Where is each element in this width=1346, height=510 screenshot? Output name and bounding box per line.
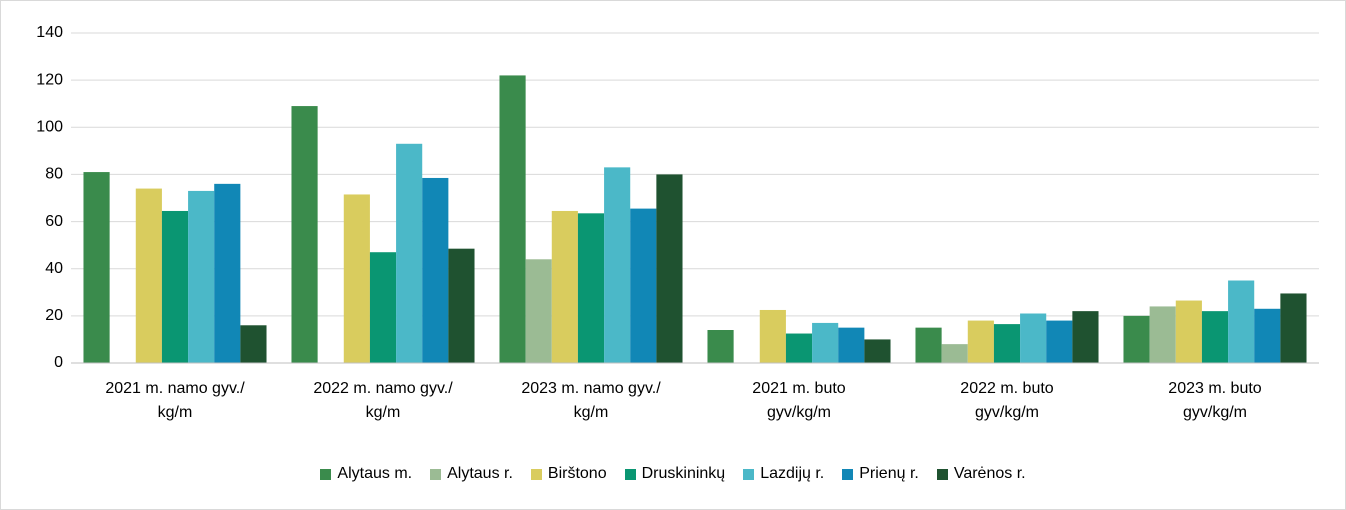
bar — [1020, 313, 1047, 363]
bar — [838, 327, 865, 363]
legend: Alytaus m. Alytaus r. Birštono Druskininkų L… — [1, 465, 1345, 483]
legend-item: Alytaus m. — [320, 465, 412, 483]
bar — [1149, 306, 1176, 363]
bar — [422, 177, 449, 363]
legend-swatch — [936, 468, 948, 480]
bar — [369, 252, 397, 363]
bar — [240, 325, 267, 363]
legend-swatch — [320, 468, 332, 480]
legend-label: Alytaus r. — [447, 465, 513, 482]
bar — [967, 320, 994, 363]
legend-item: Varėnos r. — [936, 465, 1026, 483]
legend-label: Alytaus m. — [337, 465, 413, 482]
legend-swatch — [842, 468, 854, 480]
bar — [1254, 308, 1281, 363]
y-tick-label: 140 — [36, 24, 63, 41]
bar — [759, 309, 786, 363]
x-tick-label: 2022 m. buto gyv/kg/m — [960, 380, 1054, 421]
bar — [448, 248, 475, 363]
bar — [577, 213, 605, 363]
bar — [915, 327, 942, 363]
bar — [291, 106, 318, 364]
bar — [656, 174, 683, 363]
bar — [993, 324, 1021, 363]
bar — [785, 333, 813, 363]
bar — [1201, 311, 1229, 363]
y-tick-label: 20 — [45, 307, 63, 324]
legend-label: Birštono — [547, 465, 607, 482]
bar — [604, 167, 631, 363]
bar — [1046, 320, 1073, 363]
y-tick-label: 80 — [45, 166, 63, 183]
x-tick-label: 2022 m. namo gyv./ kg/m — [313, 380, 453, 421]
y-tick-label: 120 — [36, 71, 63, 88]
legend-item: Birštono — [530, 465, 607, 483]
legend-item: Lazdijų r. — [743, 465, 824, 483]
x-tick-label: 2023 m. namo gyv./ kg/m — [521, 380, 661, 421]
bar — [551, 210, 578, 363]
x-tick-label: 2021 m. buto gyv/kg/m — [752, 380, 846, 421]
x-tick-label: 2023 m. buto gyv/kg/m — [1168, 380, 1262, 421]
bar — [1123, 315, 1150, 363]
y-tick-label: 100 — [36, 119, 63, 136]
x-tick-label: 2021 m. namo gyv./ kg/m — [105, 380, 245, 421]
y-tick-label: 60 — [45, 213, 63, 230]
legend-item: Prienų r. — [842, 465, 919, 483]
bar — [941, 344, 968, 363]
bar — [812, 322, 839, 363]
legend-label: Lazdijų r. — [760, 465, 825, 482]
legend-swatch — [430, 468, 442, 480]
bar — [630, 208, 657, 363]
y-tick-label: 0 — [54, 354, 63, 371]
legend-swatch — [624, 468, 636, 480]
legend-swatch — [530, 468, 542, 480]
legend-label: Varėnos r. — [953, 465, 1026, 482]
legend-item: Alytaus r. — [430, 465, 513, 483]
legend-swatch — [743, 468, 755, 480]
legend-label: Prienų r. — [859, 465, 919, 482]
bar — [1228, 280, 1255, 363]
bar — [343, 194, 370, 363]
bar — [135, 188, 162, 363]
legend-label: Druskininkų — [641, 465, 726, 482]
bar — [396, 143, 423, 363]
bar — [707, 330, 734, 363]
y-tick-label: 40 — [45, 260, 63, 277]
bar — [1072, 311, 1099, 363]
bar — [188, 190, 215, 363]
bar — [525, 259, 552, 363]
bar — [864, 339, 891, 363]
bar — [214, 183, 241, 363]
bar — [1175, 300, 1202, 363]
bar — [499, 75, 526, 363]
bar — [1280, 293, 1307, 363]
bar — [161, 210, 189, 363]
legend-item: Druskininkų — [624, 465, 726, 483]
bar — [83, 172, 110, 363]
